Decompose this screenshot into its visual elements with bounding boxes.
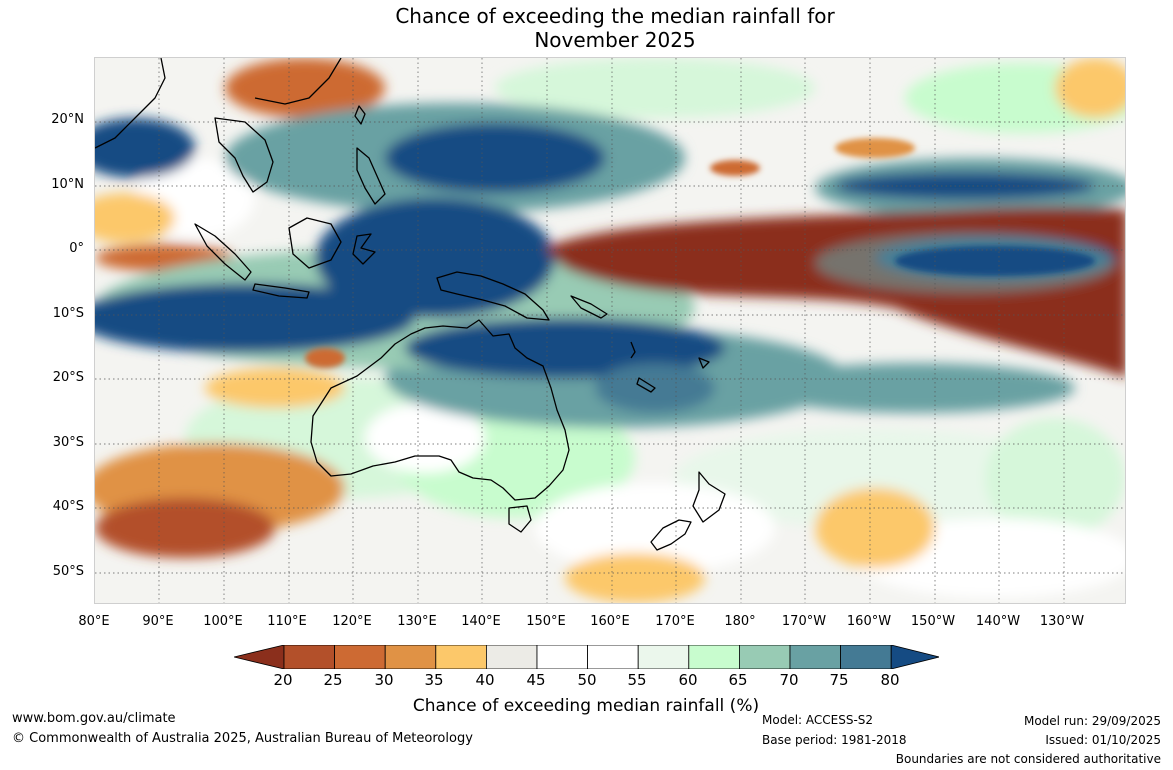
philippines-coastline bbox=[356, 147, 386, 205]
new-zealand-south-coastline bbox=[650, 519, 692, 551]
lat-label-10s: 10°S bbox=[52, 306, 84, 321]
colorbar-tick-55: 55 bbox=[627, 671, 647, 689]
lat-label-20n: 20°N bbox=[51, 112, 84, 127]
indochina-coastline bbox=[214, 117, 274, 193]
colorbar-cell bbox=[587, 644, 639, 670]
website-url: www.bom.gov.au/climate bbox=[12, 711, 176, 726]
lat-label-10n: 10°N bbox=[51, 177, 84, 192]
issued-date: Issued: 01/10/2025 bbox=[1045, 733, 1161, 747]
colorbar-extend-high bbox=[890, 644, 940, 670]
vanuatu-coastline bbox=[630, 341, 636, 359]
colorbar-tick-45: 45 bbox=[526, 671, 546, 689]
colorbar-tick-25: 25 bbox=[323, 671, 343, 689]
lon-label-140w: 140°W bbox=[975, 614, 1021, 629]
model-run-date: Model run: 29/09/2025 bbox=[1023, 714, 1161, 728]
colorbar-tick-40: 40 bbox=[475, 671, 495, 689]
colorbar-cell bbox=[283, 644, 335, 670]
rainfall-field bbox=[95, 58, 1125, 603]
china-coastline bbox=[254, 58, 342, 105]
colorbar-tick-70: 70 bbox=[779, 671, 799, 689]
solomons-coastline bbox=[570, 295, 608, 319]
colorbar-cell bbox=[840, 644, 892, 670]
title-line-2: November 2025 bbox=[534, 28, 696, 52]
lon-label-150w: 150°W bbox=[910, 614, 956, 629]
title-line-1: Chance of exceeding the median rainfall … bbox=[395, 4, 835, 28]
colorbar-tick-35: 35 bbox=[424, 671, 444, 689]
lon-label-110e: 110°E bbox=[267, 614, 307, 629]
taiwan-coastline bbox=[354, 105, 366, 125]
colorbar-extend-low bbox=[233, 644, 285, 670]
india-coastline bbox=[95, 58, 166, 149]
lon-label-90e: 90°E bbox=[142, 614, 174, 629]
colorbar-tick-80: 80 bbox=[880, 671, 900, 689]
graticule bbox=[95, 58, 1125, 603]
lon-label-130w: 130°W bbox=[1039, 614, 1085, 629]
map-canvas bbox=[95, 58, 1125, 603]
colorbar-tick-65: 65 bbox=[728, 671, 748, 689]
lon-label-150e: 150°E bbox=[526, 614, 566, 629]
colorbar-cell bbox=[334, 644, 386, 670]
copyright-text: © Commonwealth of Australia 2025, Austra… bbox=[12, 731, 473, 746]
lat-label-0: 0° bbox=[69, 241, 84, 256]
lon-label-170w: 170°W bbox=[781, 614, 827, 629]
model-name: Model: ACCESS-S2 bbox=[762, 713, 874, 727]
fiji-coastline bbox=[698, 357, 710, 369]
colorbar-tick-30: 30 bbox=[374, 671, 394, 689]
lon-label-130e: 130°E bbox=[397, 614, 437, 629]
colorbar bbox=[233, 644, 940, 670]
base-period: Base period: 1981-2018 bbox=[762, 733, 907, 747]
colorbar-cell bbox=[637, 644, 690, 670]
colorbar-title: Chance of exceeding median rainfall (%) bbox=[412, 696, 760, 716]
boundaries-disclaimer: Boundaries are not considered authoritat… bbox=[895, 752, 1161, 766]
lon-label-140e: 140°E bbox=[461, 614, 501, 629]
colorbar-svg bbox=[233, 644, 940, 670]
lat-label-20s: 20°S bbox=[52, 370, 84, 385]
colorbar-cell bbox=[789, 644, 841, 670]
colorbar-cell bbox=[485, 644, 538, 670]
australia-coastline bbox=[310, 319, 570, 501]
map-title: Chance of exceeding the median rainfall … bbox=[0, 4, 1173, 52]
colorbar-tick-60: 60 bbox=[678, 671, 698, 689]
new-zealand-north-coastline bbox=[692, 471, 726, 523]
colorbar-cell bbox=[738, 644, 791, 670]
lat-label-30s: 30°S bbox=[52, 435, 84, 450]
new-guinea-coastline bbox=[436, 271, 550, 321]
coastlines bbox=[95, 58, 726, 551]
lon-label-80e: 80°E bbox=[78, 614, 110, 629]
colorbar-tick-20: 20 bbox=[273, 671, 293, 689]
lat-label-40s: 40°S bbox=[52, 499, 84, 514]
colorbar-cell bbox=[435, 644, 487, 670]
sulawesi-coastline bbox=[352, 233, 376, 265]
borneo-coastline bbox=[288, 217, 342, 269]
lon-label-170e: 170°E bbox=[655, 614, 695, 629]
sumatra-coastline bbox=[194, 223, 252, 281]
lon-label-100e: 100°E bbox=[203, 614, 243, 629]
colorbar-tick-75: 75 bbox=[829, 671, 849, 689]
lon-label-160e: 160°E bbox=[590, 614, 630, 629]
lon-label-120e: 120°E bbox=[332, 614, 372, 629]
rainfall-map bbox=[94, 57, 1126, 604]
java-coastline bbox=[252, 283, 310, 299]
new-caledonia-coastline bbox=[636, 377, 656, 393]
colorbar-cell bbox=[688, 644, 740, 670]
colorbar-cell bbox=[536, 644, 588, 670]
colorbar-cell bbox=[384, 644, 437, 670]
tasmania-coastline bbox=[508, 505, 532, 533]
colorbar-tick-50: 50 bbox=[577, 671, 597, 689]
lat-label-50s: 50°S bbox=[52, 564, 84, 579]
lon-label-160w: 160°W bbox=[846, 614, 892, 629]
lon-label-180: 180° bbox=[724, 614, 756, 629]
